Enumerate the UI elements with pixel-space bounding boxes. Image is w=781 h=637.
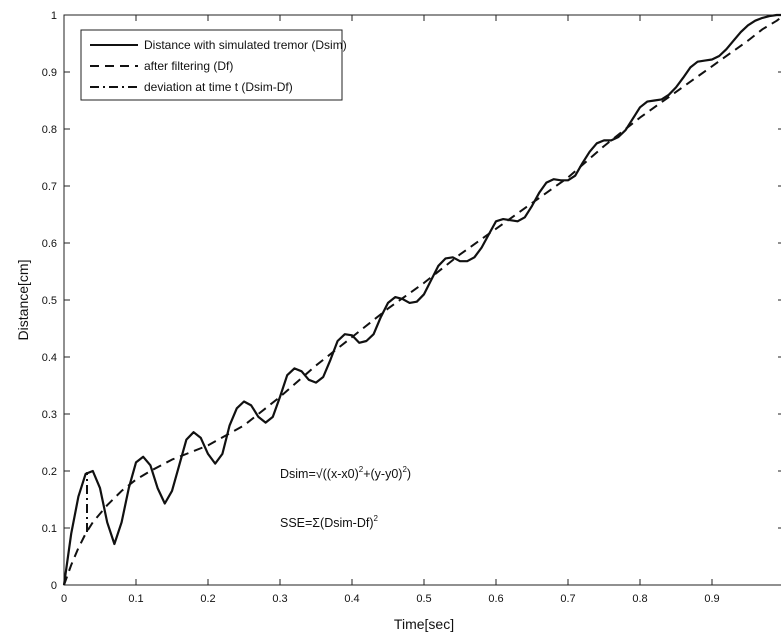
series-line-df (63, 16, 781, 586)
y-tick-label: 0.4 (42, 352, 57, 364)
y-tick-label: 0.7 (42, 181, 57, 193)
x-axis-label: Time[sec] (394, 616, 454, 632)
y-tick-label: 0.6 (42, 238, 57, 250)
y-axis-label: Distance[cm] (15, 260, 31, 341)
ticks-layer: 0 0.1 0.2 0.3 0.4 0.5 0.6 0.7 0.8 0.9 0 0.1 0.2 0.3 0.… (42, 10, 781, 605)
y-tick-label: 0 (51, 580, 57, 592)
legend-label-deviation: deviation at time t (Dsim-Df) (144, 80, 293, 94)
y-tick-label: 0.5 (42, 295, 57, 307)
legend-label-dsim: Distance with simulated tremor (Dsim) (144, 38, 347, 52)
x-tick-label: 0.1 (128, 593, 143, 605)
y-tick-label: 0.9 (42, 67, 57, 79)
series-layer (62, 13, 781, 586)
annotation-dsim-formula: Dsim=√((x-x0)2+(y-y0)2) (280, 465, 411, 481)
x-tick-label: 0.5 (416, 593, 431, 605)
y-tick-label: 0.8 (42, 124, 57, 136)
y-tick-label: 0.3 (42, 409, 57, 421)
x-tick-label: 0 (61, 593, 67, 605)
x-tick-label: 0.7 (560, 593, 575, 605)
annotation-sse-formula: SSE=Σ(Dsim-Df)2 (280, 514, 379, 530)
y-tick-label: 1 (51, 10, 57, 22)
x-tick-label: 0.6 (488, 593, 503, 605)
y-tick-label: 0.1 (42, 523, 57, 535)
x-tick-label: 0.9 (704, 593, 719, 605)
x-tick-label: 0.3 (272, 593, 287, 605)
y-tick-label: 0.2 (42, 466, 57, 478)
x-tick-label: 0.4 (344, 593, 359, 605)
series-line-dsim (62, 13, 781, 586)
x-tick-label: 0.2 (200, 593, 215, 605)
legend: Distance with simulated tremor (Dsim) af… (80, 29, 347, 101)
x-tick-label: 0.8 (632, 593, 647, 605)
legend-label-df: after filtering (Df) (144, 59, 233, 73)
